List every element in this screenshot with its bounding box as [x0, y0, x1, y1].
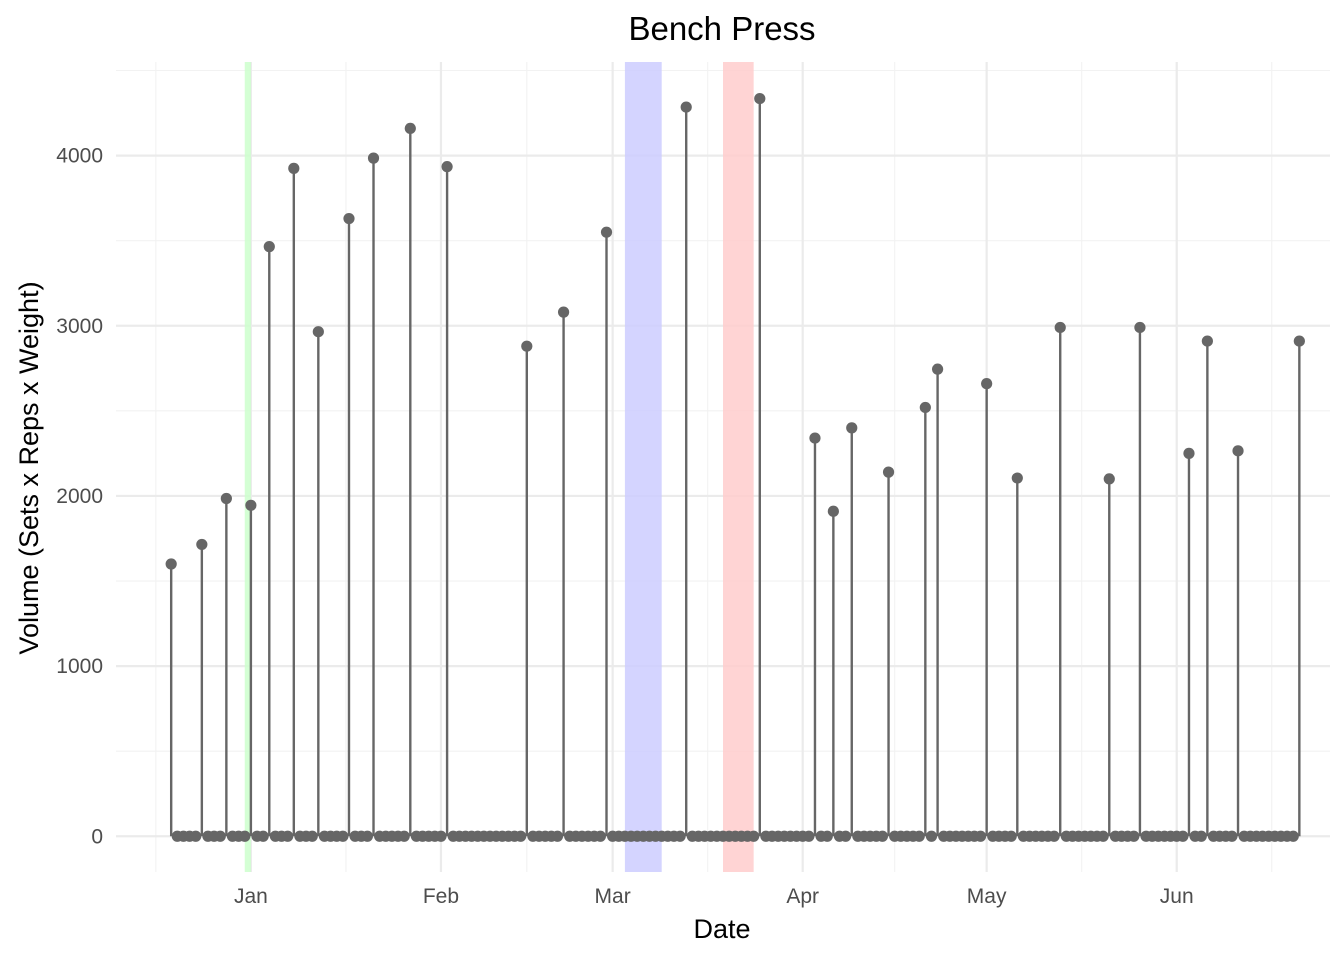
y-axis-tick-labels: 0 1000 2000 3000 4000	[56, 145, 103, 849]
highlight-band	[624, 62, 662, 872]
data-point	[1048, 830, 1060, 842]
data-point	[846, 422, 858, 434]
data-point	[1287, 830, 1299, 842]
data-point	[827, 505, 839, 517]
highlight-bands	[244, 62, 754, 872]
lollipop-points	[165, 92, 1305, 842]
data-point	[196, 538, 208, 551]
y-tick-label: 0	[91, 825, 103, 848]
data-point	[435, 830, 447, 842]
highlight-band	[723, 62, 754, 872]
data-point	[840, 830, 852, 842]
data-point	[288, 162, 300, 174]
data-point	[1226, 830, 1238, 842]
data-point	[821, 830, 833, 842]
data-point	[1054, 321, 1066, 334]
y-tick-label: 2000	[56, 485, 103, 508]
data-point	[343, 212, 355, 225]
data-point	[680, 101, 692, 113]
data-point	[214, 830, 226, 842]
data-point	[312, 326, 324, 338]
data-point	[165, 558, 177, 570]
data-point	[913, 830, 925, 842]
data-point	[337, 830, 349, 842]
data-point	[263, 241, 275, 253]
data-point	[594, 830, 606, 842]
y-tick-label: 3000	[56, 315, 103, 338]
data-point	[361, 830, 373, 842]
chart-title: Bench Press	[628, 10, 815, 47]
data-point	[919, 401, 931, 414]
x-axis-title: Date	[693, 914, 750, 944]
x-axis-tick-labels: Jan Feb Mar Apr May Jun	[234, 885, 1194, 908]
x-tick-label: Apr	[786, 885, 819, 908]
data-point	[925, 830, 938, 842]
data-point	[882, 466, 895, 478]
data-point	[1183, 447, 1195, 459]
data-point	[398, 830, 410, 842]
y-axis-title: Volume (Sets x Reps x Weight)	[14, 281, 44, 654]
data-point	[1293, 335, 1305, 347]
x-tick-label: Jun	[1160, 885, 1194, 908]
data-point	[245, 499, 257, 511]
x-tick-label: Jan	[234, 885, 268, 908]
lollipop-stems	[169, 98, 1301, 837]
data-point	[803, 830, 815, 842]
data-point	[1232, 445, 1244, 457]
data-point	[404, 122, 416, 134]
y-tick-label: 4000	[56, 145, 103, 168]
data-point	[1103, 473, 1115, 485]
data-point	[931, 363, 944, 375]
data-point	[809, 432, 821, 444]
x-tick-label: Feb	[423, 885, 459, 908]
data-point	[220, 492, 232, 505]
data-point	[367, 152, 380, 164]
data-point	[239, 830, 251, 842]
data-point	[981, 378, 993, 390]
data-point	[1201, 335, 1213, 347]
data-point	[1177, 830, 1189, 842]
data-point	[557, 306, 570, 318]
data-point	[748, 830, 760, 842]
data-point	[1195, 830, 1207, 842]
data-point	[1128, 830, 1140, 842]
data-point	[974, 830, 987, 842]
data-point	[515, 830, 527, 842]
data-point	[754, 92, 766, 105]
y-tick-label: 1000	[56, 655, 103, 678]
data-point	[600, 226, 613, 238]
data-point	[674, 830, 686, 842]
data-point	[551, 830, 564, 842]
data-point	[1134, 321, 1146, 334]
data-point	[190, 830, 202, 842]
data-point	[1005, 830, 1017, 842]
data-point	[441, 161, 453, 173]
x-tick-label: Mar	[595, 885, 631, 908]
data-point	[1011, 472, 1023, 484]
data-point	[521, 340, 533, 352]
data-point	[257, 830, 269, 842]
data-point	[1097, 830, 1109, 842]
data-point	[282, 830, 294, 842]
x-tick-label: May	[967, 885, 1007, 908]
data-point	[876, 830, 889, 842]
data-point	[306, 830, 318, 842]
highlight-band	[244, 62, 251, 872]
